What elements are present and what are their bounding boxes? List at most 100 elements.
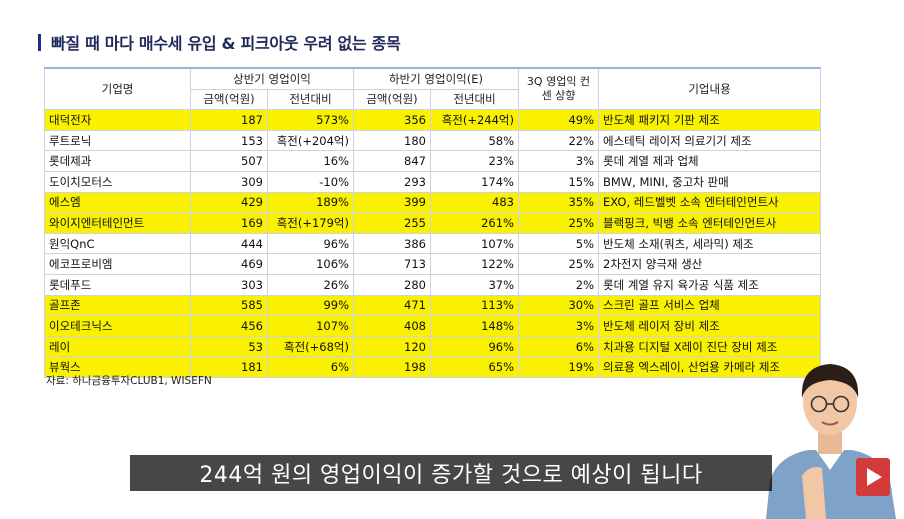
description-cell: 반도체 패키지 기판 제조 [598,109,821,131]
h1-amount-cell: 169 [190,212,268,234]
h2-yoy-cell: 113% [430,294,519,317]
h2-yoy-cell: 58% [430,129,519,152]
consensus-cell: 5% [518,232,599,255]
company-name-cell: 레이 [44,335,191,358]
header-consensus: 3Q 영업익 컨센 상향 [518,67,599,111]
description-cell: 에스테틱 레이저 의료기기 제조 [598,129,821,152]
header-h1-yoy: 전년대비 [267,88,354,111]
h1-yoy-cell: 흑전(+179억) [267,212,354,234]
presenter-avatar [756,340,904,519]
h2-yoy-cell: 261% [430,212,519,234]
h2-yoy-cell: 122% [430,253,519,275]
source-note: 자료: 하나금융투자CLUB1, WISEFN [46,375,212,387]
h1-yoy-cell: 107% [267,315,354,337]
h1-yoy-cell: 189% [267,191,354,214]
h1-amount-cell: 303 [190,273,268,296]
h1-amount-cell: 456 [190,315,268,337]
consensus-cell: 25% [518,253,599,275]
company-name-cell: 루트로닉 [44,129,191,152]
description-cell: 롯데 계열 유지 육가공 식품 제조 [598,273,821,296]
header-h2-amount: 금액(억원) [353,88,431,111]
h1-yoy-cell: 573% [267,109,354,131]
h1-yoy-cell: 26% [267,273,354,296]
h1-amount-cell: 585 [190,294,268,317]
header-h2-yoy: 전년대비 [430,88,519,111]
company-name-cell: 롯데제과 [44,150,191,172]
h2-amount-cell: 280 [353,273,431,296]
description-cell: 블랙핑크, 빅뱅 소속 엔터테인먼트사 [598,212,821,234]
company-name-cell: 에스엠 [44,191,191,214]
table-row: 레이 53 흑전(+68억) 120 96% 6% 치과용 디지털 X레이 진단 장비 제조 [44,335,821,358]
page-title-bar: 빠질 때 마다 매수세 유입 & 피크아웃 우려 없는 종목 [38,30,401,54]
company-name-cell: 골프존 [44,294,191,317]
consensus-cell: 6% [518,335,599,358]
title-accent-bar [38,33,41,51]
h2-amount-cell: 198 [353,356,431,378]
h2-yoy-cell: 483 [430,191,519,214]
h1-amount-cell: 181 [190,356,268,378]
h2-yoy-cell: 65% [430,356,519,378]
table-row: 와이지엔터테인먼트 169 흑전(+179억) 255 261% 25% 블랙핑크, 빅뱅 … [44,212,821,234]
h2-amount-cell: 847 [353,150,431,172]
header-second-half: 하반기 영업이익(E) [353,66,519,90]
h1-amount-cell: 507 [190,150,268,172]
consensus-cell: 2% [518,273,599,296]
consensus-cell: 30% [518,294,599,317]
h1-amount-cell: 444 [190,232,268,255]
h2-amount-cell: 180 [353,129,431,152]
h2-amount-cell: 713 [353,253,431,275]
table-row: 이오테크닉스 456 107% 408 148% 3% 반도체 레이저 장비 제조 [44,315,821,337]
h1-yoy-cell: 흑전(+68억) [267,335,354,358]
header-description: 기업내용 [598,67,821,111]
company-name-cell: 원익QnC [44,232,191,255]
header-company: 기업명 [44,67,191,111]
h1-yoy-cell: 16% [267,150,354,172]
table-row: 롯데제과 507 16% 847 23% 3% 롯데 계열 제과 업체 [44,150,821,172]
description-cell: 반도체 레이저 장비 제조 [598,315,821,337]
table-row: 루트로닉 153 흑전(+204억) 180 58% 22% 에스테틱 레이저 의료기기 제… [44,129,821,152]
company-name-cell: 와이지엔터테인먼트 [44,212,191,234]
consensus-cell: 3% [518,150,599,172]
company-name-cell: 뷰웍스 [44,356,191,378]
h1-amount-cell: 429 [190,191,268,214]
table-row: 에코프로비엠 469 106% 713 122% 25% 2차전지 양극재 생산 [44,253,821,275]
video-subtitle: 244억 원의 영업이익이 증가할 것으로 예상이 됩니다 [130,455,772,491]
table-row: 도이치모터스 309 -10% 293 174% 15% BMW, MINI, 중고차 판매 [44,170,821,193]
h1-amount-cell: 53 [190,335,268,358]
table-body: 대덕전자 187 573% 356 흑전(+244억) 49% 반도체 패키지 기판 제조 루… [44,109,821,378]
company-name-cell: 도이치모터스 [44,170,191,193]
consensus-cell: 19% [518,356,599,378]
consensus-cell: 3% [518,315,599,337]
h2-yoy-cell: 흑전(+244억) [430,109,519,131]
header-h1-amount: 금액(억원) [190,88,268,111]
h2-amount-cell: 255 [353,212,431,234]
h2-amount-cell: 408 [353,315,431,337]
description-cell: 반도체 소재(쿼츠, 세라믹) 제조 [598,232,821,255]
consensus-cell: 25% [518,212,599,234]
consensus-cell: 49% [518,109,599,131]
table-row: 뷰웍스 181 6% 198 65% 19% 의료용 엑스레이, 산업용 카메라 제조 [44,356,821,378]
h1-yoy-cell: 106% [267,253,354,275]
h2-amount-cell: 471 [353,294,431,317]
h2-yoy-cell: 174% [430,170,519,193]
h1-amount-cell: 187 [190,109,268,131]
description-cell: 의료용 엑스레이, 산업용 카메라 제조 [598,356,821,378]
h1-amount-cell: 469 [190,253,268,275]
header-first-half: 상반기 영업이익 [190,66,354,90]
h2-amount-cell: 120 [353,335,431,358]
h2-yoy-cell: 96% [430,335,519,358]
h2-yoy-cell: 37% [430,273,519,296]
description-cell: EXO, 레드벨벳 소속 엔터테인먼트사 [598,191,821,214]
description-cell: 치과용 디지털 X레이 진단 장비 제조 [598,335,821,358]
h2-amount-cell: 399 [353,191,431,214]
table-row: 원익QnC 444 96% 386 107% 5% 반도체 소재(쿼츠, 세라믹) 제조 [44,232,821,255]
h2-yoy-cell: 107% [430,232,519,255]
h1-yoy-cell: 96% [267,232,354,255]
h2-yoy-cell: 148% [430,315,519,337]
h2-amount-cell: 293 [353,170,431,193]
h2-yoy-cell: 23% [430,150,519,172]
h1-amount-cell: 153 [190,129,268,152]
table-row: 에스엠 429 189% 399 483 35% EXO, 레드벨벳 소속 엔터테인먼트사 [44,191,821,214]
table-row: 롯데푸드 303 26% 280 37% 2% 롯데 계열 유지 육가공 식품 제조 [44,273,821,296]
h1-yoy-cell: 99% [267,294,354,317]
